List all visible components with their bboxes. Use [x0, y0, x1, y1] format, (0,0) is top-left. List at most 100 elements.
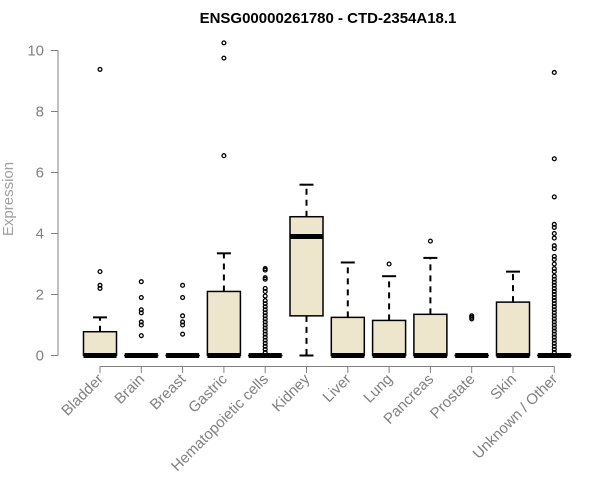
outlier-point: [262, 349, 268, 356]
outlier-point: [262, 310, 268, 316]
outlier-point: [551, 276, 557, 282]
outlier-point: [551, 325, 557, 331]
box-pancreas: [413, 238, 448, 358]
box-skin: [495, 270, 531, 358]
outlier-point: [138, 310, 144, 316]
outlier-point: [262, 307, 268, 313]
box-lung: [371, 261, 407, 358]
x-tick-label: Kidney: [269, 370, 314, 415]
boxes-group: [82, 40, 572, 358]
box-body: [206, 290, 242, 357]
x-tick-label: Brain: [111, 371, 148, 408]
outlier-point: [551, 224, 557, 230]
box-prostate: [454, 313, 489, 358]
outlier-point: [551, 304, 557, 310]
outlier-point: [551, 337, 557, 343]
outlier-point: [180, 313, 186, 319]
outlier-point: [551, 319, 557, 325]
box-bladder: [82, 66, 118, 358]
outlier-point: [551, 291, 557, 298]
y-tick-label: 0: [36, 348, 44, 365]
x-tick-label: Lung: [360, 371, 396, 407]
outlier-point: [97, 282, 103, 288]
outlier-point: [262, 328, 268, 334]
outlier-point: [551, 285, 557, 291]
outlier-point: [262, 337, 268, 343]
box-liver: [330, 261, 366, 358]
outlier-point: [262, 340, 268, 346]
outlier-point: [262, 288, 268, 295]
box-body: [371, 319, 407, 357]
outlier-point: [551, 307, 557, 313]
outlier-point: [97, 66, 103, 72]
outlier-point: [262, 276, 268, 282]
outlier-point: [551, 266, 557, 272]
outlier-point: [551, 230, 557, 237]
outlier-point: [469, 316, 475, 322]
outlier-point: [180, 282, 186, 288]
outlier-point: [262, 301, 268, 307]
outlier-point: [551, 298, 557, 304]
outlier-point: [262, 285, 268, 291]
outlier-point: [262, 322, 268, 328]
y-tick-label: 10: [27, 43, 44, 60]
outlier-point: [551, 328, 557, 334]
outlier-point: [138, 294, 144, 301]
box-unknown-other: [537, 69, 572, 358]
outlier-point: [221, 153, 227, 159]
outlier-point: [262, 325, 268, 331]
outlier-point: [138, 319, 144, 325]
chart-title: ENSG00000261780 - CTD-2354A18.1: [200, 10, 457, 27]
y-axis-label: Expression: [0, 162, 17, 236]
box-body: [289, 215, 324, 317]
outlier-point: [97, 285, 103, 291]
outlier-point: [551, 156, 557, 162]
outlier-point: [221, 55, 227, 61]
outlier-point: [262, 346, 268, 352]
box-body: [82, 330, 118, 357]
outlier-point: [386, 261, 392, 267]
outlier-point: [551, 279, 557, 285]
x-tick-label: Bladder: [58, 371, 107, 420]
outlier-point: [551, 194, 557, 200]
outlier-point: [138, 307, 144, 313]
outlier-point: [551, 294, 557, 301]
outlier-point: [180, 322, 186, 328]
box-body: [413, 313, 448, 357]
outlier-point: [551, 346, 557, 352]
outlier-point: [180, 319, 186, 325]
outlier-point: [551, 331, 557, 337]
outlier-point: [221, 40, 227, 46]
outlier-point: [262, 316, 268, 322]
outlier-point: [97, 269, 103, 275]
outlier-point: [262, 304, 268, 310]
box-body: [495, 301, 531, 357]
outlier-point: [551, 243, 557, 249]
y-axis: 0 2 4 6 8 10: [27, 43, 59, 365]
y-tick-label: 4: [36, 226, 44, 243]
y-tick-label: 6: [36, 165, 44, 182]
outlier-point: [551, 261, 557, 267]
outlier-point: [551, 316, 557, 322]
outlier-point: [551, 343, 557, 349]
x-tick-label: Prostate: [427, 371, 479, 423]
outlier-point: [262, 334, 268, 340]
outlier-point: [262, 331, 268, 337]
outlier-point: [551, 288, 557, 295]
outlier-point: [551, 273, 557, 279]
y-tick-label: 2: [36, 287, 44, 304]
outlier-point: [551, 322, 557, 328]
outlier-point: [551, 253, 557, 259]
x-tick-label: Breast: [147, 370, 190, 413]
outlier-point: [551, 282, 557, 288]
outlier-point: [138, 322, 144, 328]
box-gastric: [206, 40, 242, 358]
y-tick-label: 8: [36, 104, 44, 121]
outlier-point: [262, 319, 268, 325]
outlier-point: [551, 313, 557, 319]
outlier-point: [262, 343, 268, 349]
outlier-point: [551, 269, 557, 275]
